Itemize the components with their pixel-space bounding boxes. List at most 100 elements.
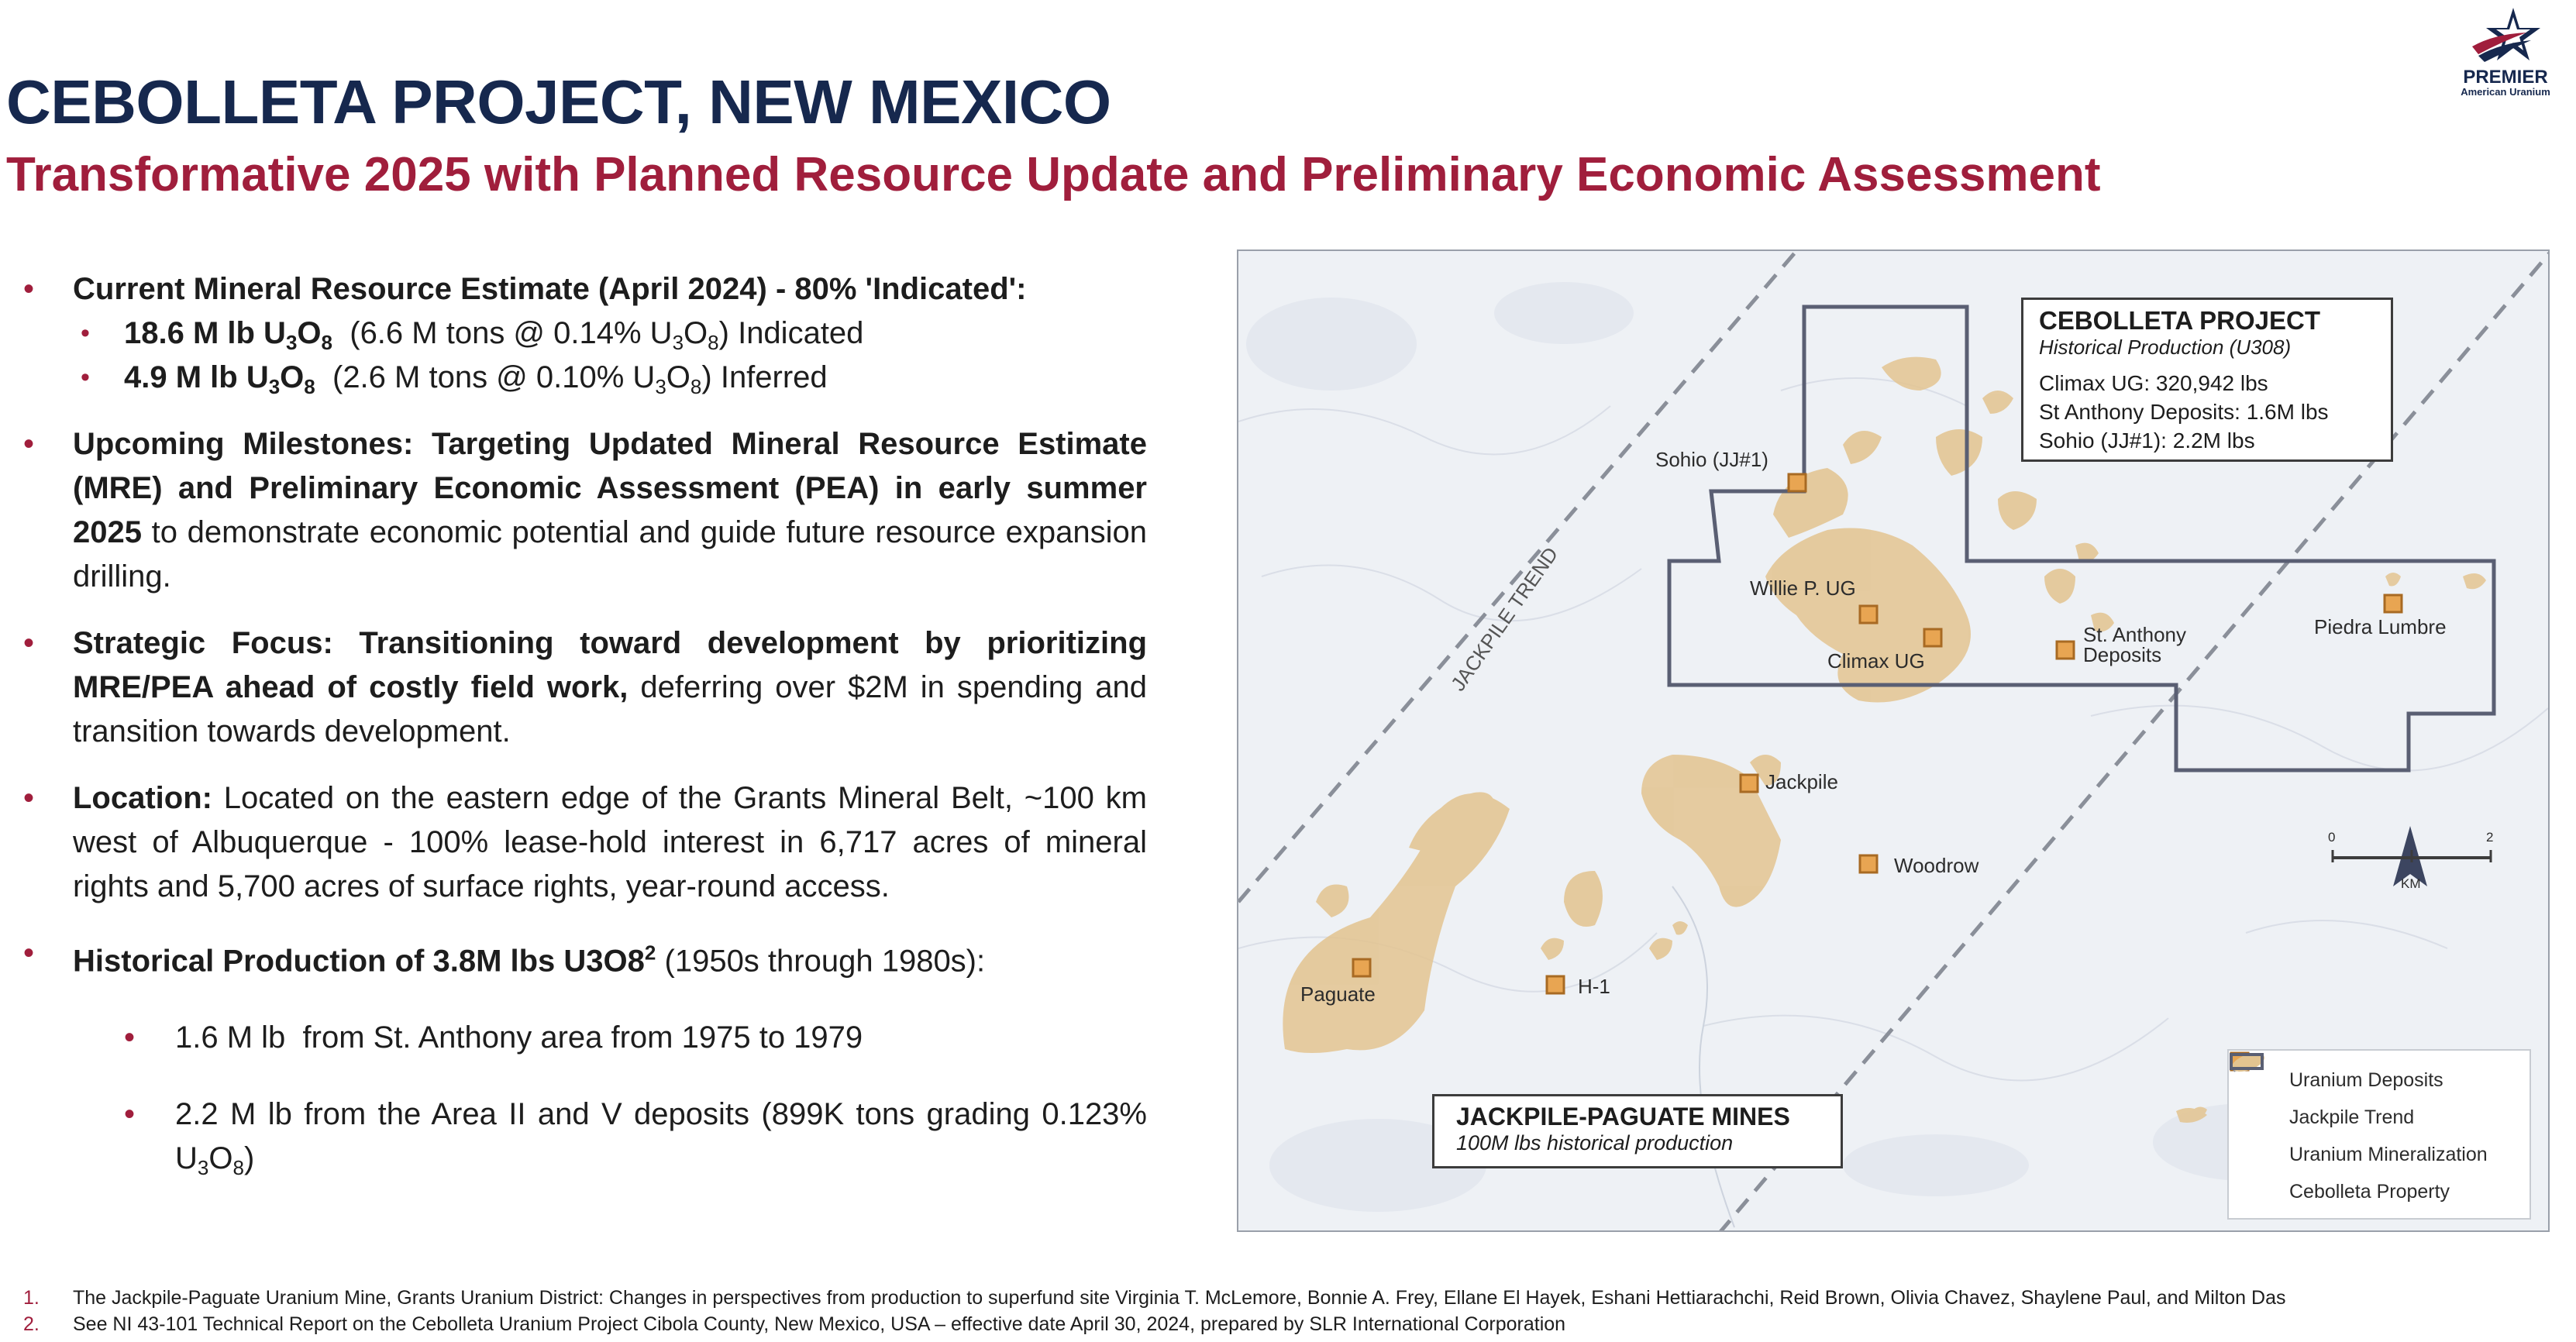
sub-bullet-indicated: • 18.6 M lb U3O8 (6.6 M tons @ 0.14% U3O… [23,311,1147,356]
uranium-deposit-markers [1352,473,2403,995]
page-subtitle: Transformative 2025 with Planned Resourc… [6,148,2101,201]
scale-right-label: 2 [2486,830,2494,845]
subscript: 3 [285,331,298,354]
inferred-label: ) Inferred [701,360,828,394]
subscript: 8 [232,1156,244,1180]
bullet-milestones: • Upcoming Milestones: Targeting Updated… [23,422,1147,599]
historical-bold: Historical Production of 3.8M lbs U3O8 [73,944,645,979]
indicated-amount: 18.6 M lb U [124,316,286,350]
project-map: JACKPILE TREND Sohio (JJ#1) Willie P. UG… [1237,249,2550,1232]
footnote-number: 1. [23,1287,40,1309]
map-legend: Uranium Deposits Jackpile Trend Uranium … [2227,1049,2531,1220]
formula-part: O [684,316,708,350]
inferred-detail: (2.6 M tons @ 0.10% U [315,360,656,394]
bullet-dot: • [23,781,35,815]
legend-item-property: Cebolleta Property [2230,1053,2514,1210]
bullet-dot: • [81,318,90,348]
label-st-anthony: St. Anthony Deposits [2083,625,2186,665]
subscript: 8 [690,375,702,398]
bullet-dot: • [23,626,35,660]
subscript: 3 [268,375,281,398]
bullet-dot: • [23,936,35,970]
label-piedra-lumbre: Piedra Lumbre [2314,615,2447,638]
cebolleta-info-box: CEBOLLETA PROJECT Historical Production … [2021,298,2393,462]
sub-bullet-st-anthony: • 1.6 M lb from St. Anthony area from 19… [23,1016,1147,1060]
subscript: 8 [708,331,719,354]
footnote-number: 2. [23,1313,40,1335]
legend-item-deposits: Uranium Deposits [2230,1051,2514,1099]
info-line-climax: Climax UG: 320,942 lbs [2039,371,2268,395]
bullet-location: • Location: Located on the eastern edge … [23,776,1147,909]
deposit-marker-st-anthony [2055,640,2075,660]
legend-label-deposits: Uranium Deposits [2289,1068,2443,1091]
label-st-anthony-line2: Deposits [2083,643,2162,666]
bullet-dot: • [81,363,90,392]
info-line-st-anthony: St Anthony Deposits: 1.6M lbs [2039,400,2329,424]
subscript: 3 [655,375,666,398]
property-outline-icon [2230,1053,2264,1070]
sub-bullet-inferred: • 4.9 M lb U3O8 (2.6 M tons @ 0.10% U3O8… [23,356,1147,400]
bullet-strategic-focus: • Strategic Focus: Transitioning toward … [23,621,1147,754]
indicated-detail: (6.6 M tons @ 0.14% U [332,316,673,350]
deposit-marker-woodrow [1858,854,1879,874]
scale-bar: 0 2 KM [2326,828,2497,898]
st-anthony-text: 1.6 M lb from St. Anthony area from 1975… [175,1020,863,1055]
footnotes: 1. The Jackpile-Paguate Uranium Mine, Gr… [23,1285,2550,1337]
footnote-1: 1. The Jackpile-Paguate Uranium Mine, Gr… [23,1285,2550,1311]
indicated-label: ) Indicated [718,316,864,350]
legend-label-trend: Jackpile Trend [2289,1106,2415,1128]
uranium-mineralization [1283,356,2486,1123]
info-box-title: CEBOLLETA PROJECT [2039,306,2321,335]
formula-part: O [208,1141,233,1176]
jackpile-box-title: JACKPILE-PAGUATE MINES [1456,1103,1790,1130]
milestones-bold: Upcoming Milestones: Targeting Updated M… [73,427,1147,549]
formula-part: ) [243,1141,255,1176]
legend-label-mineralization: Uranium Mineralization [2289,1143,2488,1165]
jackpile-trend-line-west [1238,251,1798,903]
subscript: 3 [672,331,684,354]
label-st-anthony-line1: St. Anthony [2083,623,2186,646]
inferred-amount: 4.9 M lb U [124,360,269,394]
deposit-marker-h1 [1545,975,1565,995]
legend-item-mineralization: Uranium Mineralization [2232,1052,2514,1173]
jackpile-box-subtitle: 100M lbs historical production [1456,1131,1734,1154]
bullet-dot: • [124,1020,136,1055]
deposit-marker-climax [1923,628,1943,648]
deposit-marker-paguate [1352,958,1372,978]
location-bold: Location: [73,781,212,815]
bullet-dot: • [124,1097,136,1132]
area-deposits-text: 2.2 M lb from the Area II and V deposits… [175,1097,1147,1176]
strategic-text: deferring over $2M in spending and trans… [73,670,1147,748]
deposit-marker-jackpile [1739,773,1759,793]
sub-bullet-area-deposits: • 2.2 M lb from the Area II and V deposi… [23,1093,1147,1181]
bullet-dot: • [23,272,35,306]
formula-part: O [297,316,322,350]
jackpile-paguate-box: JACKPILE-PAGUATE MINES 100M lbs historic… [1432,1094,1843,1168]
deposit-marker-piedra [2383,594,2403,614]
company-logo: PREMIER American Uranium [2447,6,2564,115]
star-logo-icon [2472,8,2540,62]
scale-bar-graphic [2331,850,2492,862]
formula-part: O [280,360,305,394]
logo-name: PREMIER [2463,67,2548,88]
strategic-bold: Strategic Focus: Transitioning toward de… [73,626,1147,704]
bullet-list: • Current Mineral Resource Estimate (Apr… [23,267,1147,1181]
label-willie: Willie P. UG [1750,576,1856,600]
legend-item-trend: Jackpile Trend [2232,1052,2514,1136]
scale-unit-label: KM [2401,876,2421,891]
bullet-historical-production: • Historical Production of 3.8M lbs U3O8… [23,931,1147,983]
cebolleta-property-boundary [1667,305,2496,773]
footnote-2: 2. See NI 43-101 Technical Report on the… [23,1311,2550,1337]
bullet-resource: • Current Mineral Resource Estimate (Apr… [23,267,1147,311]
footnote-text: The Jackpile-Paguate Uranium Mine, Grant… [73,1287,2286,1309]
label-woodrow: Woodrow [1894,854,1979,877]
label-paguate: Paguate [1300,982,1376,1006]
deposit-marker-willie [1858,604,1879,625]
bullet-resource-heading: Current Mineral Resource Estimate (April… [73,272,1027,306]
label-climax: Climax UG [1827,649,1925,673]
deposit-marker-sohio [1787,473,1807,493]
label-h1: H-1 [1578,975,1610,998]
milestones-text: to demonstrate economic potential and gu… [73,515,1147,594]
location-text: Located on the eastern edge of the Grant… [73,781,1147,903]
map-graphics [1238,251,2548,1230]
